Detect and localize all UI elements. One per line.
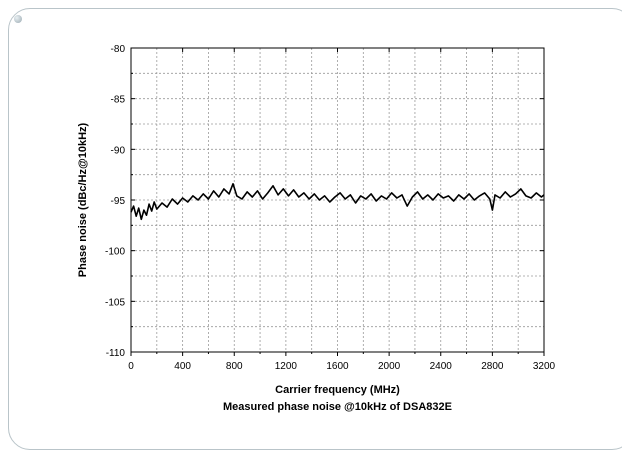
y-tick-labels: -80 -85 -90 -95 -100 -105 -110 <box>105 44 125 359</box>
x-tick-label: 800 <box>226 361 243 372</box>
phase-noise-chart: 0 400 800 1200 1600 2000 2400 2800 3200 -80 -85 -9… <box>77 44 556 413</box>
corner-decoration <box>14 15 22 23</box>
x-tick-label: 1200 <box>275 361 298 372</box>
y-axis-label: Phase noise (dBc/Hz@10kHz) <box>77 122 89 277</box>
x-tick-label: 1600 <box>326 361 349 372</box>
grid <box>131 48 544 352</box>
y-tick-label: -90 <box>111 145 126 156</box>
x-tick-label: 2400 <box>430 361 453 372</box>
x-tick-label: 2000 <box>378 361 401 372</box>
chart-caption: Measured phase noise @10kHz of DSA832E <box>223 401 452 413</box>
axis-ticks <box>130 47 545 356</box>
x-tick-label: 3200 <box>533 361 556 372</box>
y-tick-label: -85 <box>111 95 126 106</box>
series-line-phase-noise <box>130 183 545 221</box>
x-tick-label: 2800 <box>481 361 504 372</box>
y-tick-label: -105 <box>105 297 125 308</box>
y-tick-label: -110 <box>106 348 126 359</box>
y-tick-label: -80 <box>111 44 126 55</box>
x-axis-label: Carrier frequency (MHz) <box>275 384 400 396</box>
y-tick-label: -100 <box>105 247 125 258</box>
figure-card <box>8 8 622 450</box>
x-tick-label: 400 <box>174 361 191 372</box>
x-tick-labels: 0 400 800 1200 1600 2000 2400 2800 3200 <box>128 361 555 372</box>
x-tick-label: 0 <box>128 361 134 372</box>
y-tick-label: -95 <box>111 196 126 207</box>
